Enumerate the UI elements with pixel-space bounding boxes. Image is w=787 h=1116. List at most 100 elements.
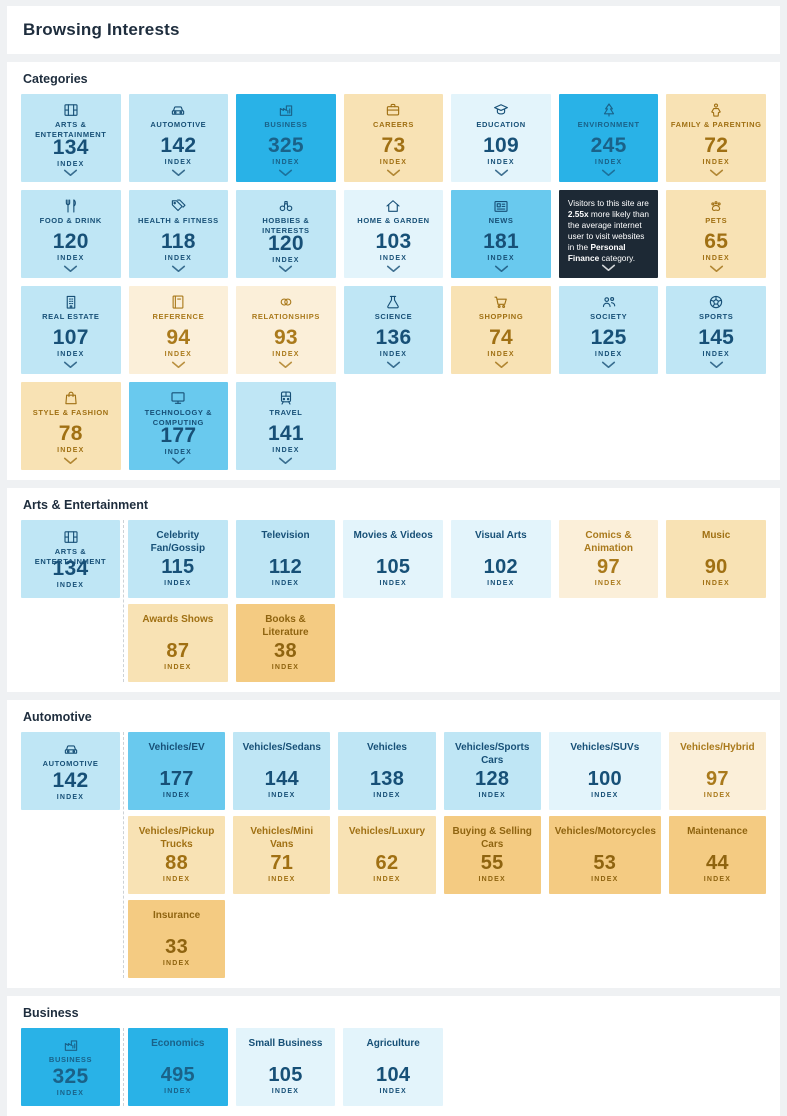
- chevron-down-icon[interactable]: [601, 169, 616, 177]
- tile-top: Business: [264, 101, 307, 133]
- index-label: INDEX: [272, 351, 300, 358]
- sections-root: Categories Arts & Entertainment 134 INDEX Au…: [7, 62, 780, 1116]
- tile-relationships[interactable]: Relationships 93 INDEX: [236, 286, 336, 374]
- tile-style-fashion[interactable]: Style & Fashion 78 INDEX: [21, 382, 121, 470]
- chevron-down-icon[interactable]: [386, 169, 401, 177]
- tile-top: Business: [49, 1036, 92, 1066]
- factory-icon: [277, 101, 295, 119]
- tile-travel[interactable]: Travel 141 INDEX: [236, 382, 336, 470]
- tile-family-parenting[interactable]: Family & Parenting 72 INDEX: [666, 94, 766, 182]
- chevron-down-icon[interactable]: [386, 265, 401, 273]
- tile-label: Education: [476, 120, 526, 129]
- tile-awards-shows: Awards Shows 87 INDEX: [128, 604, 228, 682]
- section-heading: Automotive: [23, 710, 92, 724]
- index-label: INDEX: [164, 1088, 192, 1095]
- index-label: INDEX: [373, 876, 401, 883]
- chevron-down-icon[interactable]: [278, 265, 293, 273]
- building-icon: [62, 293, 80, 311]
- chevron-down-icon[interactable]: [494, 169, 509, 177]
- tile-label: Technology & Computing: [144, 408, 213, 427]
- chevron-down-icon[interactable]: [171, 457, 186, 465]
- tile-value: 120: [52, 230, 89, 253]
- chevron-down-icon[interactable]: [63, 265, 78, 273]
- tile-value: 177: [159, 768, 194, 790]
- chevron-down-icon[interactable]: [568, 264, 650, 272]
- tile-automotive[interactable]: Automotive 142 INDEX: [128, 94, 229, 182]
- tile-value-group: 102 INDEX: [484, 557, 518, 587]
- tile-value: 125: [590, 326, 627, 349]
- tile-value-group: 100 INDEX: [588, 769, 622, 799]
- tile-value: 88: [165, 852, 189, 874]
- tile-label: Society: [590, 312, 628, 321]
- tile-business[interactable]: Business 325 INDEX: [236, 94, 336, 182]
- chevron-down-icon[interactable]: [171, 169, 186, 177]
- tile-value: 78: [58, 422, 83, 445]
- binoculars-icon: [277, 197, 295, 215]
- chevron-down-icon[interactable]: [171, 265, 186, 273]
- chevron-down-icon[interactable]: [63, 457, 78, 465]
- tile-books-literature: Books & Literature 38 INDEX: [235, 604, 336, 682]
- tile-visual-arts: Visual Arts 102 INDEX: [450, 520, 551, 598]
- tile-arts-entertainment[interactable]: Arts & Entertainment 134 INDEX: [21, 94, 121, 182]
- tile-value: 53: [593, 852, 617, 874]
- tile-hobbies-interests[interactable]: Hobbies & Interests 120 INDEX: [236, 190, 336, 278]
- chevron-down-icon[interactable]: [494, 265, 509, 273]
- tile-shopping[interactable]: Shopping 74 INDEX: [451, 286, 551, 374]
- tile-value: 55: [480, 852, 504, 874]
- tile-top: Food & Drink: [40, 197, 102, 229]
- tile-science[interactable]: Science 136 INDEX: [343, 286, 444, 374]
- tile-pets[interactable]: Pets 65 INDEX: [666, 190, 766, 278]
- tile-label: Travel: [269, 408, 303, 417]
- index-label: INDEX: [702, 255, 730, 262]
- tile-value-group: 112 INDEX: [269, 557, 302, 587]
- chevron-down-icon[interactable]: [709, 265, 724, 273]
- tile-reference[interactable]: Reference 94 INDEX: [128, 286, 229, 374]
- tile-value: 177: [160, 424, 197, 447]
- subtile-grid: Celebrity Fan/Gossip 115 INDEX Television 11…: [128, 520, 766, 682]
- chevron-down-icon[interactable]: [278, 169, 293, 177]
- chevron-down-icon[interactable]: [278, 361, 293, 369]
- index-label: INDEX: [478, 876, 506, 883]
- page-header: Browsing Interests: [7, 6, 780, 54]
- paw-icon: [707, 197, 725, 215]
- index-label: INDEX: [594, 580, 623, 587]
- tile-education[interactable]: Education 109 INDEX: [451, 94, 551, 182]
- index-label: INDEX: [268, 876, 296, 883]
- chevron-down-icon[interactable]: [63, 169, 78, 177]
- tile-label: Vehicles/Mini Vans: [250, 826, 314, 850]
- chevron-down-icon[interactable]: [494, 361, 509, 369]
- tile-value-group: 138 INDEX: [370, 769, 404, 799]
- tile-environment[interactable]: Environment 245 INDEX: [558, 94, 659, 182]
- chevron-down-icon[interactable]: [709, 169, 724, 177]
- tile-celebrity-fan-gossip: Celebrity Fan/Gossip 115 INDEX: [128, 520, 228, 598]
- chevron-down-icon[interactable]: [601, 361, 616, 369]
- chevron-down-icon[interactable]: [63, 361, 78, 369]
- tile-top: Home & Garden: [357, 197, 429, 229]
- tile-real-estate[interactable]: Real Estate 107 INDEX: [21, 286, 121, 374]
- tile-careers[interactable]: Careers 73 INDEX: [343, 94, 444, 182]
- index-label: INDEX: [164, 580, 192, 587]
- tile-value: 71: [270, 852, 294, 874]
- tile-sports[interactable]: Sports 145 INDEX: [666, 286, 766, 374]
- tile-society[interactable]: Society 125 INDEX: [558, 286, 659, 374]
- tree-icon: [600, 101, 618, 119]
- chevron-down-icon[interactable]: [278, 457, 293, 465]
- tile-food-drink[interactable]: Food & Drink 120 INDEX: [21, 190, 121, 278]
- tile-news[interactable]: News 181 INDEX: [451, 190, 551, 278]
- tile-maintenance: Maintenance 44 INDEX: [668, 816, 766, 894]
- drilldown-divider: [123, 732, 124, 978]
- tile-technology-computing[interactable]: Technology & Computing 177 INDEX: [128, 382, 229, 470]
- tile-value: 103: [375, 230, 412, 253]
- index-label: INDEX: [379, 1088, 407, 1095]
- tile-label: Vehicles/EV: [148, 742, 205, 753]
- tile-value: 93: [273, 326, 298, 349]
- chevron-down-icon[interactable]: [171, 361, 186, 369]
- tile-health-fitness[interactable]: Health & Fitness 118 INDEX: [128, 190, 229, 278]
- tile-label: Automotive: [150, 120, 207, 129]
- chevron-down-icon[interactable]: [386, 361, 401, 369]
- tile-value: 100: [587, 768, 622, 790]
- tooltip-tile[interactable]: Visitors to this site are 2.55x more lik…: [558, 190, 659, 278]
- tile-home-garden[interactable]: Home & Garden 103 INDEX: [343, 190, 444, 278]
- tags-icon: [169, 197, 187, 215]
- chevron-down-icon[interactable]: [709, 361, 724, 369]
